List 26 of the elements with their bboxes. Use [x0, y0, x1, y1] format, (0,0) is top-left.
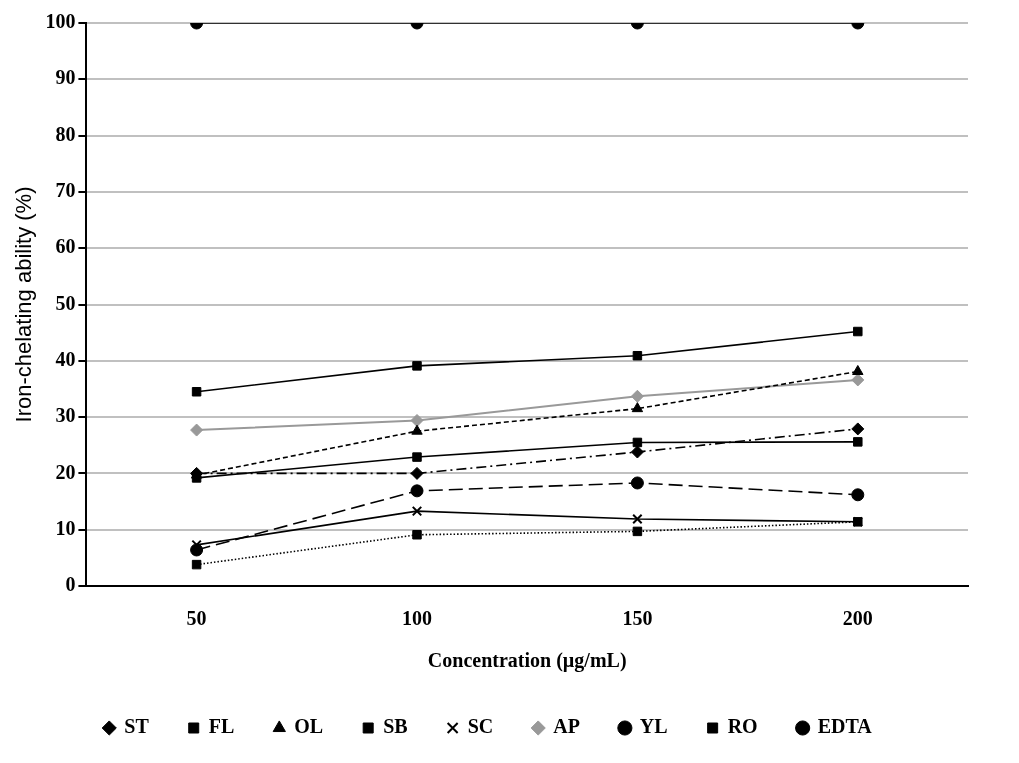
x-tick-label: 100: [402, 607, 432, 630]
y-tick-label: 50: [55, 291, 76, 314]
legend-label: AP: [553, 715, 580, 738]
y-axis-title: Iron-chelating ability (%): [11, 186, 37, 423]
x-tick-label: 150: [622, 607, 653, 630]
y-tick-label: 90: [55, 66, 76, 89]
legend-label: ST: [124, 715, 150, 738]
x-tick-label: 50: [186, 607, 207, 630]
y-tick-label: 20: [55, 460, 76, 483]
legend-label: SC: [467, 715, 494, 738]
legend-label: OL: [294, 715, 324, 738]
x-axis-title: Concentration (µg/mL): [427, 649, 627, 673]
legend-label: EDTA: [817, 715, 873, 738]
y-tick-label: 30: [55, 404, 76, 427]
legend-label: FL: [208, 715, 235, 738]
x-tick-label: 200: [842, 607, 873, 630]
y-tick-label: 100: [45, 10, 76, 33]
legend-label: SB: [383, 715, 408, 738]
legend-label: YL: [639, 715, 668, 738]
y-tick-label: 40: [55, 347, 76, 370]
y-tick-label: 10: [55, 516, 76, 539]
y-tick-label: 0: [65, 573, 76, 596]
y-tick-label: 60: [55, 235, 76, 258]
legend-label: RO: [727, 715, 758, 738]
y-tick-label: 80: [55, 122, 76, 145]
y-tick-label: 70: [55, 179, 76, 202]
